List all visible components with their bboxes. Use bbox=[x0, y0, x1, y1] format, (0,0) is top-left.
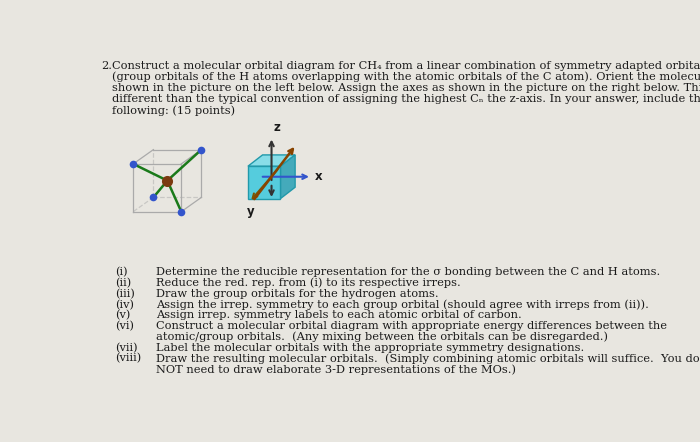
Text: shown in the picture on the left below. Assign the axes as shown in the picture : shown in the picture on the left below. … bbox=[112, 83, 700, 93]
Text: Construct a molecular orbital diagram for CH₄ from a linear combination of symme: Construct a molecular orbital diagram fo… bbox=[112, 61, 700, 71]
Polygon shape bbox=[248, 166, 281, 198]
Text: Assign the irrep. symmetry to each group orbital (should agree with irreps from : Assign the irrep. symmetry to each group… bbox=[155, 299, 649, 310]
Text: (vi): (vi) bbox=[115, 321, 134, 332]
Text: (v): (v) bbox=[115, 310, 130, 320]
Text: (iv): (iv) bbox=[115, 299, 134, 310]
Text: (vii): (vii) bbox=[115, 343, 137, 353]
Polygon shape bbox=[248, 155, 295, 166]
Text: Label the molecular orbitals with the appropriate symmetry designations.: Label the molecular orbitals with the ap… bbox=[155, 343, 584, 353]
Text: Draw the group orbitals for the hydrogen atoms.: Draw the group orbitals for the hydrogen… bbox=[155, 289, 438, 299]
Text: (viii): (viii) bbox=[115, 353, 141, 364]
Text: Draw the resulting molecular orbitals.  (Simply combining atomic orbitals will s: Draw the resulting molecular orbitals. (… bbox=[155, 353, 699, 364]
Text: Construct a molecular orbital diagram with appropriate energy differences betwee: Construct a molecular orbital diagram wi… bbox=[155, 321, 666, 331]
Text: z: z bbox=[274, 122, 281, 134]
Text: Determine the reducible representation for the σ bonding between the C and H ato: Determine the reducible representation f… bbox=[155, 267, 660, 277]
Polygon shape bbox=[281, 155, 295, 198]
Text: x: x bbox=[315, 170, 323, 183]
Text: (iii): (iii) bbox=[115, 289, 134, 299]
Text: (ii): (ii) bbox=[115, 278, 131, 288]
Text: different than the typical convention of assigning the highest Cₙ the z-axis. In: different than the typical convention of… bbox=[112, 94, 700, 104]
Text: 2.: 2. bbox=[102, 61, 113, 71]
Text: (group orbitals of the H atoms overlapping with the atomic orbitals of the C ato: (group orbitals of the H atoms overlappi… bbox=[112, 72, 700, 83]
Text: atomic/group orbitals.  (Any mixing between the orbitals can be disregarded.): atomic/group orbitals. (Any mixing betwe… bbox=[155, 332, 608, 343]
Text: (i): (i) bbox=[115, 267, 127, 278]
Text: NOT need to draw elaborate 3-D representations of the MOs.): NOT need to draw elaborate 3-D represent… bbox=[155, 364, 516, 375]
Text: Assign irrep. symmetry labels to each atomic orbital of carbon.: Assign irrep. symmetry labels to each at… bbox=[155, 310, 522, 320]
Text: following: (15 points): following: (15 points) bbox=[112, 105, 235, 116]
Text: y: y bbox=[247, 205, 255, 217]
Text: Reduce the red. rep. from (i) to its respective irreps.: Reduce the red. rep. from (i) to its res… bbox=[155, 278, 461, 289]
